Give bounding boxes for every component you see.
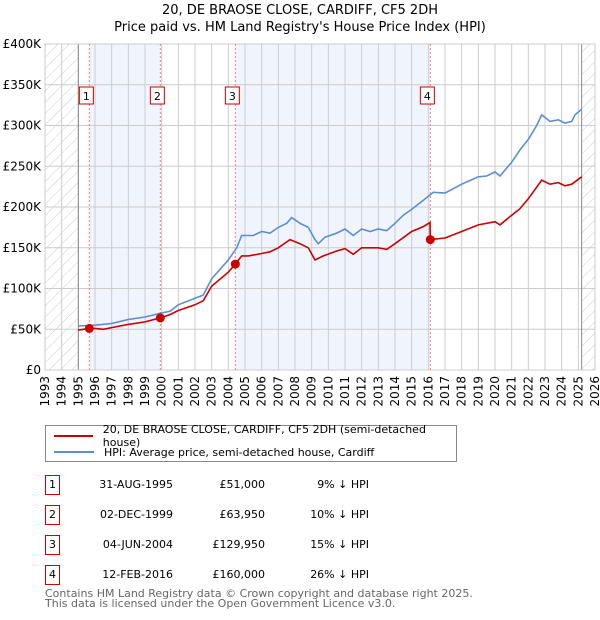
x-tick-label: 2024 <box>555 376 569 407</box>
x-tick-label: 2015 <box>405 376 419 407</box>
sale-date: 04-JUN-2004 <box>102 538 173 551</box>
sale-point <box>155 313 165 323</box>
sale-price: £51,000 <box>219 478 266 491</box>
x-tick-label: 2023 <box>538 376 552 407</box>
x-tick-label: 2003 <box>205 376 219 407</box>
footer-licence: This data is licensed under the Open Gov… <box>45 597 396 610</box>
sale-number-badge: 3 <box>45 535 60 555</box>
x-tick-label: 1994 <box>55 376 69 407</box>
y-tick-label: £350K <box>3 78 43 92</box>
plot-border <box>44 43 596 371</box>
legend-label-hpi: HPI: Average price, semi-detached house,… <box>104 445 375 459</box>
sale-number-badge: 2 <box>45 505 60 525</box>
x-tick-label: 2018 <box>455 376 469 407</box>
x-tick-label: 1998 <box>121 376 135 407</box>
hpi-diff: 26% ↓ HPI <box>310 568 369 581</box>
legend-label-property: 20, DE BRAOSE CLOSE, CARDIFF, CF5 2DH (s… <box>102 423 426 449</box>
sale-number-badge: 1 <box>45 475 60 495</box>
x-tick-label: 2012 <box>355 376 369 407</box>
table-row: 3 04-JUN-2004 £129,950 15% ↓ HPI <box>45 535 445 555</box>
x-tick-label: 2022 <box>521 376 535 407</box>
sale-point <box>230 259 240 269</box>
x-tick-label: 2016 <box>421 376 435 407</box>
table-row: 2 02-DEC-1999 £63,950 10% ↓ HPI <box>45 505 445 525</box>
blue-line-swatch <box>54 451 94 453</box>
footer: Contains HM Land Registry data © Crown c… <box>45 587 473 610</box>
hpi-line <box>78 108 583 327</box>
x-tick-label: 1999 <box>138 376 152 407</box>
y-tick-label: £100K <box>3 282 43 296</box>
x-tick-label: 2026 <box>588 376 600 407</box>
chart-title: 20, DE BRAOSE CLOSE, CARDIFF, CF5 2DH <box>162 3 438 18</box>
x-tick-label: 2020 <box>488 376 502 407</box>
y-tick-label: £300K <box>3 119 43 133</box>
sale-number-label: 2 <box>154 90 161 103</box>
x-tick-label: 2009 <box>305 376 319 407</box>
x-tick-label: 2002 <box>188 376 202 407</box>
sale-price: £160,000 <box>212 568 266 581</box>
x-tick-label: 2021 <box>505 376 519 407</box>
sale-number-box <box>149 86 165 105</box>
hpi-diff: 15% ↓ HPI <box>310 538 369 551</box>
sale-number-label: 3 <box>229 90 236 103</box>
sale-price: £129,950 <box>212 538 266 551</box>
hpi-diff: 10% ↓ HPI <box>310 508 369 521</box>
sale-number-badge: 4 <box>45 565 60 585</box>
sale-number-box <box>224 86 240 105</box>
x-tick-label: 2001 <box>171 376 185 407</box>
x-tick-label: 2007 <box>271 376 285 407</box>
x-tick-label: 1997 <box>105 376 119 407</box>
x-tick-label: 2014 <box>388 376 402 407</box>
x-tick-label: 2010 <box>321 376 335 407</box>
hpi-diff: 9% ↓ HPI <box>317 478 369 491</box>
sale-price: £63,950 <box>219 508 266 521</box>
sale-point <box>84 323 94 333</box>
sale-number-label: 1 <box>83 90 90 103</box>
footer-copyright: Contains HM Land Registry data © Crown c… <box>45 587 473 600</box>
property-price-line <box>78 176 583 331</box>
x-tick-label: 2013 <box>371 376 385 407</box>
x-tick-label: 2004 <box>221 376 235 407</box>
y-tick-label: £250K <box>3 159 43 173</box>
red-line-swatch <box>54 435 93 437</box>
x-tick-label: 2017 <box>438 376 452 407</box>
sale-number-box <box>419 86 435 105</box>
sale-number-box <box>78 86 94 105</box>
x-tick-label: 2025 <box>571 376 585 407</box>
x-tick-label: 2000 <box>155 376 169 407</box>
x-tick-label: 2011 <box>338 376 352 407</box>
x-tick-label: 1996 <box>88 376 102 407</box>
table-row: 4 12-FEB-2016 £160,000 26% ↓ HPI <box>45 565 445 585</box>
legend-item-property: 20, DE BRAOSE CLOSE, CARDIFF, CF5 2DH (s… <box>54 423 456 449</box>
x-tick-label: 2008 <box>288 376 302 407</box>
table-row: 1 31-AUG-1995 £51,000 9% ↓ HPI <box>45 475 445 495</box>
sale-number-label: 4 <box>424 90 431 103</box>
x-tick-label: 2019 <box>471 376 485 407</box>
y-tick-label: £0 <box>26 363 41 377</box>
legend-item-hpi: HPI: Average price, semi-detached house,… <box>54 444 374 460</box>
y-tick-label: £150K <box>3 241 43 255</box>
chart-subtitle: Price paid vs. HM Land Registry's House … <box>114 20 486 35</box>
x-tick-label: 1993 <box>38 376 52 407</box>
y-tick-label: £50K <box>10 322 42 336</box>
x-tick-label: 1995 <box>71 376 85 407</box>
sale-date: 02-DEC-1999 <box>99 508 173 521</box>
sale-point <box>425 235 435 245</box>
sale-date: 12-FEB-2016 <box>102 568 173 581</box>
sale-date: 31-AUG-1995 <box>99 478 173 491</box>
x-tick-label: 2005 <box>238 376 252 407</box>
x-tick-label: 2006 <box>255 376 269 407</box>
legend: 20, DE BRAOSE CLOSE, CARDIFF, CF5 2DH (s… <box>45 423 457 462</box>
y-tick-label: £200K <box>3 200 43 214</box>
y-tick-label: £400K <box>3 37 43 51</box>
price-chart: 1 2 3 4 1993 1994 1995 1996 1997 1998 1999 2000 2001… <box>3 37 600 407</box>
